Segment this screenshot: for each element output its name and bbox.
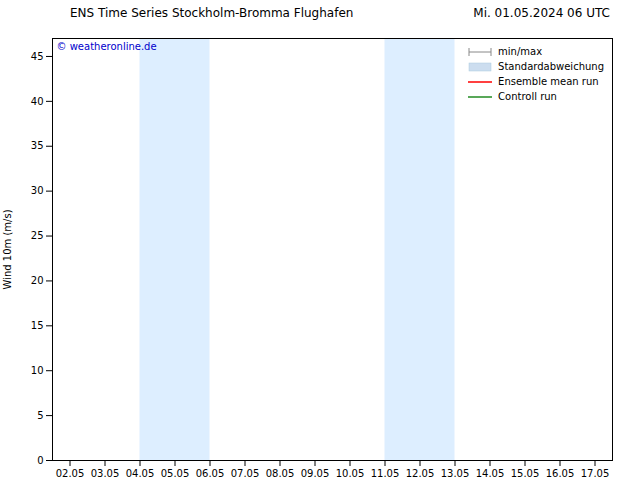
svg-text:04.05: 04.05: [126, 468, 155, 479]
svg-text:45: 45: [31, 51, 44, 62]
svg-text:05.05: 05.05: [161, 468, 190, 479]
svg-text:11.05: 11.05: [371, 468, 400, 479]
html-text:min/max: min/max: [498, 46, 543, 57]
svg-text:5: 5: [37, 410, 43, 421]
svg-text:25: 25: [31, 230, 44, 241]
svg-text:06.05: 06.05: [196, 468, 225, 479]
html-text:Ensemble mean run: Ensemble mean run: [498, 76, 599, 87]
svg-text:© weatheronline.de: © weatheronline.de: [57, 41, 157, 52]
svg-text:10.05: 10.05: [336, 468, 365, 479]
svg-text:0: 0: [37, 455, 43, 466]
svg-text:14.05: 14.05: [476, 468, 505, 479]
svg-text:30: 30: [31, 185, 44, 196]
svg-text:10: 10: [31, 365, 44, 376]
svg-text:09.05: 09.05: [301, 468, 330, 479]
svg-text:13.05: 13.05: [441, 468, 470, 479]
svg-text:17.05: 17.05: [581, 468, 610, 479]
svg-text:40: 40: [31, 96, 44, 107]
svg-text:07.05: 07.05: [231, 468, 260, 479]
svg-text:16.05: 16.05: [546, 468, 575, 479]
html-text:Standardabweichung: Standardabweichung: [498, 61, 604, 72]
html-text:Controll run: Controll run: [498, 91, 557, 102]
svg-text:20: 20: [31, 275, 44, 286]
html-text:Mi. 01.05.2024 06 UTC: Mi. 01.05.2024 06 UTC: [473, 6, 610, 20]
svg-text:02.05: 02.05: [56, 468, 85, 479]
svg-text:12.05: 12.05: [406, 468, 435, 479]
svg-text:03.05: 03.05: [91, 468, 120, 479]
svg-text:15: 15: [31, 320, 44, 331]
html-text:ENS Time Series Stockholm-Brom: ENS Time Series Stockholm-Bromma Flughaf…: [70, 6, 354, 20]
svg-text:08.05: 08.05: [266, 468, 295, 479]
svg-text:15.05: 15.05: [511, 468, 540, 479]
svg-text:Wind 10m (m/s): Wind 10m (m/s): [2, 209, 13, 289]
svg-text:35: 35: [31, 140, 44, 151]
